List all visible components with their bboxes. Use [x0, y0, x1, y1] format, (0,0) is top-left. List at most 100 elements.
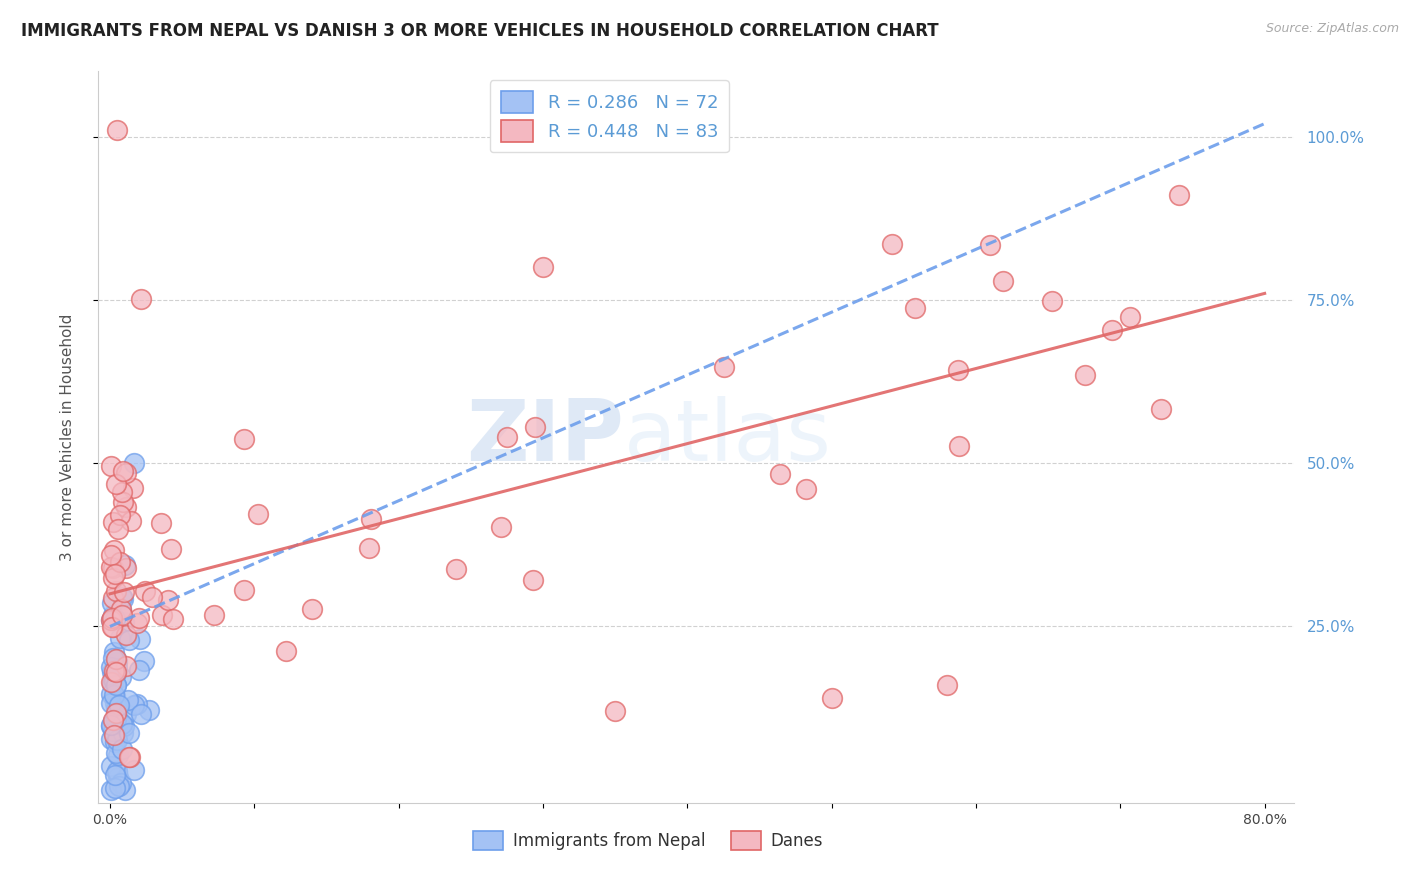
Danes	[993, 274, 1015, 288]
Danes	[104, 567, 127, 582]
Danes	[101, 713, 124, 727]
Danes	[100, 674, 122, 689]
Danes	[108, 508, 131, 522]
Danes	[104, 583, 127, 598]
Immigrants from Nepal	[105, 746, 128, 760]
Danes	[979, 238, 1001, 252]
Danes	[150, 607, 173, 622]
Danes	[1168, 188, 1191, 202]
Immigrants from Nepal	[110, 742, 132, 756]
Danes	[121, 481, 143, 495]
Danes	[105, 706, 128, 720]
Immigrants from Nepal	[104, 611, 127, 625]
Immigrants from Nepal	[101, 596, 124, 610]
Immigrants from Nepal	[107, 748, 129, 763]
Immigrants from Nepal	[101, 672, 124, 686]
Danes	[948, 439, 970, 453]
Danes	[605, 705, 627, 719]
Danes	[524, 420, 547, 434]
Immigrants from Nepal	[103, 673, 125, 688]
Immigrants from Nepal	[105, 699, 128, 714]
Danes	[820, 691, 842, 706]
Immigrants from Nepal	[104, 701, 127, 715]
Immigrants from Nepal	[132, 654, 155, 668]
Immigrants from Nepal	[105, 656, 128, 670]
Immigrants from Nepal	[111, 590, 134, 604]
Immigrants from Nepal	[125, 697, 148, 711]
Text: Source: ZipAtlas.com: Source: ZipAtlas.com	[1265, 22, 1399, 36]
Danes	[118, 750, 141, 764]
Danes	[129, 293, 152, 307]
Danes	[100, 459, 122, 474]
Danes	[247, 508, 270, 522]
Immigrants from Nepal	[101, 714, 124, 728]
Danes	[111, 608, 134, 623]
Immigrants from Nepal	[114, 782, 136, 797]
Danes	[118, 750, 141, 764]
Immigrants from Nepal	[111, 592, 134, 607]
Immigrants from Nepal	[104, 768, 127, 782]
Immigrants from Nepal	[101, 665, 124, 679]
Immigrants from Nepal	[105, 655, 128, 669]
Danes	[100, 559, 122, 574]
Danes	[202, 608, 225, 623]
Immigrants from Nepal	[107, 770, 129, 784]
Immigrants from Nepal	[111, 717, 134, 731]
Immigrants from Nepal	[100, 782, 122, 797]
Immigrants from Nepal	[128, 663, 150, 677]
Immigrants from Nepal	[100, 731, 122, 746]
Immigrants from Nepal	[101, 650, 124, 665]
Danes	[159, 542, 181, 557]
Immigrants from Nepal	[104, 690, 127, 704]
Danes	[301, 602, 323, 616]
Danes	[1119, 310, 1142, 325]
Danes	[522, 574, 544, 588]
Immigrants from Nepal	[107, 661, 129, 675]
Immigrants from Nepal	[104, 712, 127, 726]
Immigrants from Nepal	[131, 706, 153, 721]
Immigrants from Nepal	[100, 718, 122, 732]
Danes	[105, 123, 128, 137]
Danes	[101, 515, 124, 529]
Danes	[489, 520, 512, 534]
Danes	[128, 610, 150, 624]
Immigrants from Nepal	[103, 724, 125, 739]
Immigrants from Nepal	[107, 714, 129, 728]
Immigrants from Nepal	[122, 456, 145, 470]
Danes	[150, 516, 173, 530]
Danes	[233, 433, 256, 447]
Danes	[103, 543, 125, 558]
Danes	[495, 430, 517, 444]
Danes	[111, 495, 134, 509]
Immigrants from Nepal	[114, 558, 136, 573]
Danes	[1150, 401, 1173, 416]
Danes	[111, 485, 134, 500]
Immigrants from Nepal	[101, 677, 124, 691]
Danes	[880, 236, 903, 251]
Danes	[444, 562, 467, 576]
Danes	[112, 584, 135, 599]
Immigrants from Nepal	[105, 764, 128, 778]
Danes	[936, 678, 959, 692]
Danes	[105, 477, 128, 491]
Immigrants from Nepal	[115, 706, 138, 721]
Immigrants from Nepal	[105, 666, 128, 681]
Danes	[103, 591, 125, 605]
Text: ZIP: ZIP	[467, 395, 624, 479]
Immigrants from Nepal	[100, 719, 122, 733]
Immigrants from Nepal	[105, 764, 128, 779]
Danes	[103, 620, 125, 634]
Immigrants from Nepal	[108, 631, 131, 645]
Danes	[100, 548, 122, 562]
Danes	[1101, 323, 1123, 337]
Immigrants from Nepal	[117, 725, 139, 739]
Danes	[114, 561, 136, 575]
Danes	[111, 464, 134, 478]
Immigrants from Nepal	[108, 698, 131, 713]
Danes	[103, 571, 125, 585]
Immigrants from Nepal	[122, 763, 145, 777]
Danes	[713, 360, 735, 375]
Legend: Immigrants from Nepal, Danes: Immigrants from Nepal, Danes	[467, 824, 830, 856]
Danes	[115, 628, 138, 642]
Danes	[1073, 368, 1095, 382]
